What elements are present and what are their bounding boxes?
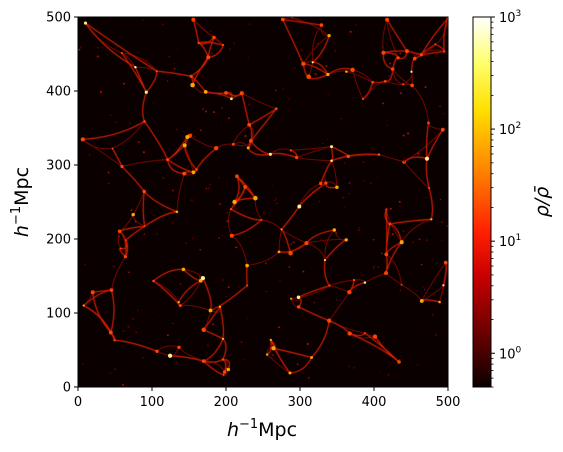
y-tick-label: 100 <box>46 307 71 322</box>
x-tick-label: 300 <box>288 395 313 410</box>
colorbar-label: ρ/ρ̄ <box>531 186 553 218</box>
x-axis: 0 100 200 300 400 500 <box>74 387 461 410</box>
colorbar-tick-label: 100 <box>499 345 522 362</box>
colorbar <box>472 16 492 388</box>
x-tick-label: 100 <box>140 395 165 410</box>
x-axis-title: h−1Mpc <box>227 417 297 441</box>
x-tick-label: 500 <box>436 395 461 410</box>
colorbar-ticks: 100 101 102 103 <box>491 9 522 388</box>
colorbar-tick-label: 101 <box>499 233 521 250</box>
y-tick-label: 300 <box>46 159 71 174</box>
colorbar-tick-label: 102 <box>499 121 521 138</box>
x-tick-label: 400 <box>362 395 387 410</box>
colorbar-tick-label: 103 <box>499 9 521 26</box>
x-tick-label: 200 <box>214 395 239 410</box>
y-tick-label: 0 <box>63 381 71 396</box>
y-tick-label: 200 <box>46 233 71 248</box>
cosmic-web-filaments <box>78 17 448 387</box>
y-tick-label: 500 <box>46 11 71 26</box>
y-axis-title: h−1Mpc <box>9 167 33 237</box>
y-tick-label: 400 <box>46 85 71 100</box>
plot-frame <box>77 16 449 388</box>
halo-knots <box>78 17 448 387</box>
x-tick-label: 0 <box>74 395 82 410</box>
y-axis: 0 100 200 300 400 500 <box>46 11 78 396</box>
